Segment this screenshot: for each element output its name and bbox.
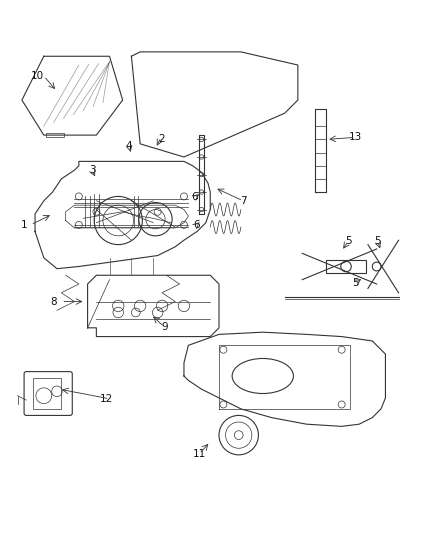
Bar (46, 133, 64, 138)
Bar (33, 378, 61, 409)
Text: 3: 3 (88, 165, 95, 175)
Text: 7: 7 (240, 196, 247, 206)
Text: 6: 6 (191, 192, 198, 203)
Text: 6: 6 (193, 220, 200, 230)
Text: 11: 11 (193, 449, 206, 459)
Text: 1: 1 (21, 220, 28, 230)
Bar (326, 260, 366, 273)
Text: 5: 5 (352, 278, 359, 288)
Text: 9: 9 (161, 322, 168, 332)
Text: 5: 5 (345, 236, 352, 246)
Text: 2: 2 (158, 134, 165, 144)
Text: 8: 8 (50, 296, 57, 306)
Text: 12: 12 (99, 394, 113, 404)
Text: 5: 5 (374, 236, 381, 246)
Text: 13: 13 (349, 132, 362, 142)
Text: 4: 4 (126, 141, 133, 151)
Text: 10: 10 (31, 71, 44, 81)
